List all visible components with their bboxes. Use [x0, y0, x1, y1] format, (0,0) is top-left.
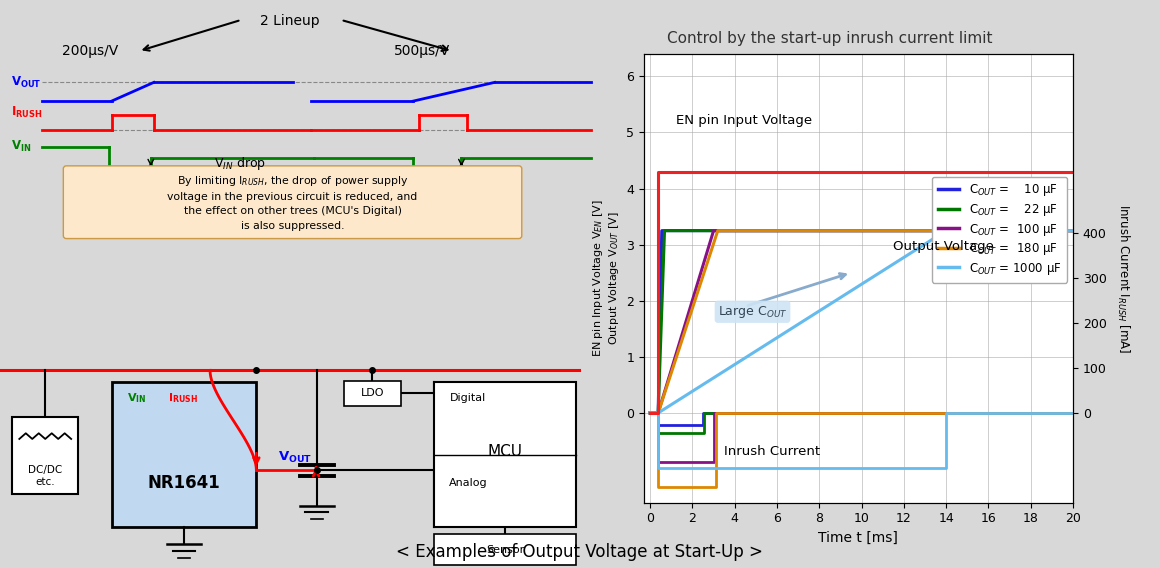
Text: 2 Lineup: 2 Lineup [260, 14, 319, 28]
Y-axis label: Inrush Current I$_{RUSH}$ [mA]: Inrush Current I$_{RUSH}$ [mA] [1116, 204, 1132, 353]
Text: Sensor: Sensor [486, 545, 524, 554]
Text: NR1641: NR1641 [147, 474, 220, 492]
Text: Inrush Current: Inrush Current [724, 445, 820, 458]
FancyBboxPatch shape [434, 382, 577, 527]
Text: $\mathbf{I_{RUSH}}$: $\mathbf{I_{RUSH}}$ [168, 391, 197, 405]
FancyBboxPatch shape [64, 166, 522, 239]
Text: Large C$_{OUT}$: Large C$_{OUT}$ [718, 304, 788, 320]
Text: By limiting I$_{RUSH}$, the drop of power supply
voltage in the previous circuit: By limiting I$_{RUSH}$, the drop of powe… [167, 174, 418, 231]
Text: V$_{IN}$ drop: V$_{IN}$ drop [215, 155, 267, 172]
Text: $\mathbf{V_{OUT}}$: $\mathbf{V_{OUT}}$ [278, 450, 313, 465]
Text: Analog: Analog [449, 478, 488, 488]
Text: EN pin Input Voltage: EN pin Input Voltage [675, 114, 812, 127]
Text: DC/DC
etc.: DC/DC etc. [28, 465, 63, 487]
FancyBboxPatch shape [12, 417, 79, 494]
Text: Output Voltage: Output Voltage [893, 240, 994, 253]
Text: 500μs/V: 500μs/V [394, 44, 450, 58]
Text: MCU: MCU [487, 444, 523, 460]
Text: $\mathbf{V_{IN}}$: $\mathbf{V_{IN}}$ [10, 139, 31, 154]
Text: 200μs/V: 200μs/V [63, 44, 118, 58]
Text: $\mathbf{I_{RUSH}}$: $\mathbf{I_{RUSH}}$ [10, 105, 43, 120]
FancyBboxPatch shape [111, 382, 256, 527]
Text: $\mathbf{V_{OUT}}$: $\mathbf{V_{OUT}}$ [10, 75, 42, 90]
X-axis label: Time t [ms]: Time t [ms] [819, 531, 898, 545]
Text: Control by the start-up inrush current limit: Control by the start-up inrush current l… [667, 31, 993, 46]
FancyBboxPatch shape [343, 381, 401, 406]
Text: < Examples of Output Voltage at Start-Up >: < Examples of Output Voltage at Start-Up… [397, 543, 763, 561]
FancyBboxPatch shape [434, 534, 577, 565]
Text: Digital: Digital [449, 393, 486, 403]
Text: LDO: LDO [361, 389, 384, 398]
Y-axis label: EN pin Input Voltage V$_{EN}$ [V]
Output Voltage V$_{OUT}$ [V]: EN pin Input Voltage V$_{EN}$ [V] Output… [590, 199, 621, 357]
Legend: C$_{OUT}$ =    10 μF, C$_{OUT}$ =    22 μF, C$_{OUT}$ =  100 μF, C$_{OUT}$ =  18: C$_{OUT}$ = 10 μF, C$_{OUT}$ = 22 μF, C$… [931, 177, 1067, 282]
Text: $\mathbf{V_{IN}}$: $\mathbf{V_{IN}}$ [128, 391, 146, 405]
